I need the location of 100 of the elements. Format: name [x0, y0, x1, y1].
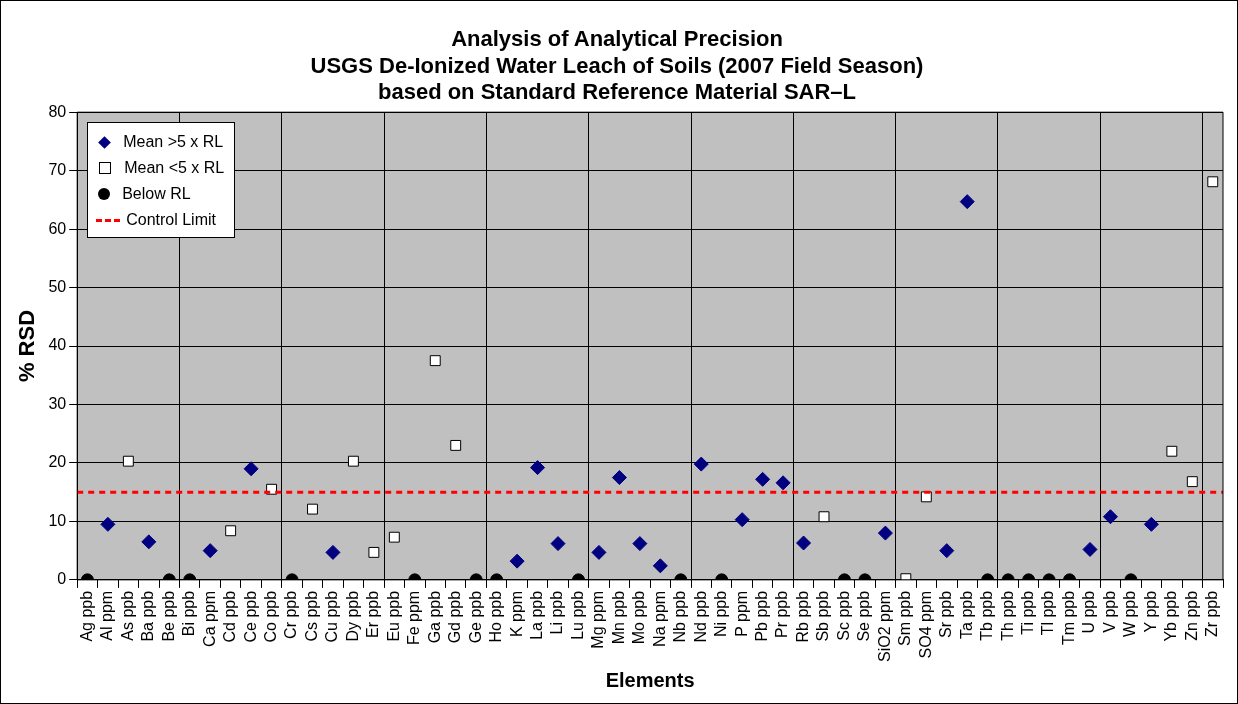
x-tick-label: Er ppb	[364, 590, 382, 638]
point	[693, 456, 709, 472]
point	[652, 558, 668, 574]
x-tick-label: Th ppb	[998, 590, 1016, 641]
x-tick-label: Ca ppm	[200, 590, 218, 647]
legend-label: Mean >5 x RL	[123, 133, 224, 152]
point	[307, 503, 318, 515]
point	[388, 531, 400, 543]
point	[818, 511, 830, 523]
x-tick-label: Gd ppb	[446, 590, 464, 644]
point	[775, 475, 791, 491]
x-tick-label: Cu ppb	[323, 590, 341, 643]
point	[796, 535, 812, 551]
x-tick-label: Sc ppb	[834, 590, 852, 641]
point	[1143, 516, 1159, 532]
x-tick-label: P ppm	[732, 590, 750, 637]
point	[550, 536, 566, 552]
x-tick-label: Tb ppb	[978, 590, 996, 641]
x-tick-label: Lu ppb	[568, 590, 586, 640]
x-tick-label: Zr ppb	[1203, 590, 1221, 638]
point	[141, 534, 157, 550]
point	[611, 470, 627, 486]
point	[734, 512, 750, 528]
x-tick-label: Rb ppb	[793, 590, 811, 643]
x-tick-label: Co ppb	[261, 590, 279, 643]
x-tick-label: Ni ppb	[712, 590, 730, 638]
legend-label: Mean <5 x RL	[124, 159, 225, 178]
x-tick-label: Tm ppb	[1059, 590, 1077, 646]
x-tick-label: Cs ppb	[302, 590, 320, 642]
legend-label: Below RL	[122, 185, 191, 204]
point	[530, 460, 546, 476]
point	[1207, 176, 1219, 188]
point	[325, 544, 341, 560]
point	[877, 525, 893, 541]
x-tick-label: Se ppb	[855, 590, 873, 642]
y-tick-label: 0	[57, 570, 67, 588]
x-tick-label: Mn ppb	[609, 590, 627, 645]
x-tick-label: As ppb	[118, 590, 136, 641]
x-tick-label: Yb ppb	[1162, 590, 1180, 642]
y-tick-label: 50	[48, 277, 67, 295]
x-tick-label: Sr ppb	[937, 590, 955, 638]
x-tick-label: Tl ppb	[1039, 590, 1057, 636]
x-tick-label: Be ppb	[159, 590, 177, 642]
point	[100, 516, 116, 532]
x-tick-label: La ppb	[527, 590, 545, 640]
x-tick-label: Sb ppb	[814, 590, 832, 642]
y-axis-title: % RSD	[14, 309, 40, 383]
x-tick-label: Ti ppb	[1019, 590, 1037, 635]
x-tick-label: Bi ppb	[180, 590, 198, 637]
x-tick-label: Ho ppb	[487, 590, 505, 643]
point	[755, 471, 771, 487]
point	[225, 525, 237, 537]
x-tick-label: Ga ppb	[425, 590, 443, 644]
x-tick-label: V ppb	[1100, 590, 1118, 633]
y-tick-label: 40	[48, 336, 67, 354]
x-tick-label: W ppb	[1121, 590, 1139, 638]
x-tick-label: SiO2 ppm	[875, 590, 893, 662]
x-tick-label: Y ppb	[1141, 590, 1159, 633]
y-tick-label: 20	[48, 453, 67, 471]
x-tick-label: Al ppm	[98, 590, 116, 641]
x-tick-label: Fe ppm	[405, 590, 423, 646]
point	[122, 455, 134, 467]
x-tick-label: Ba ppb	[139, 590, 157, 642]
x-tick-label: Mg ppm	[589, 590, 607, 649]
point	[1186, 476, 1198, 488]
x-tick-label: Sm ppb	[896, 590, 914, 646]
point	[450, 439, 462, 451]
x-tick-label: Ta ppb	[957, 590, 975, 639]
x-tick-label: Cd ppb	[221, 590, 239, 643]
x-tick-label: Na ppm	[650, 590, 668, 647]
x-tick-label: SO4 ppm	[916, 590, 934, 659]
point	[939, 543, 955, 559]
x-tick-label: Pr ppb	[773, 590, 791, 638]
x-axis-title: Elements	[605, 668, 695, 691]
x-tick-label: Cr ppb	[282, 590, 300, 639]
point	[243, 461, 259, 477]
point	[1166, 445, 1178, 457]
point	[509, 553, 525, 569]
x-tick-label: K ppm	[507, 590, 525, 638]
x-tick-label: U ppb	[1080, 590, 1098, 634]
point	[591, 544, 607, 560]
chart-title: Analysis of Analytical Precision USGS De-Ionized Water Leach of Soils (2007 Field Season) based on Standard Reference Material SAR–L	[310, 26, 924, 105]
y-tick-label: 10	[48, 511, 67, 529]
point	[429, 355, 441, 367]
y-tick-label: 60	[48, 219, 67, 237]
x-tick-label: Ge ppb	[466, 590, 484, 644]
point	[368, 546, 380, 558]
x-tick-label: Pb ppb	[753, 590, 771, 642]
point	[347, 455, 359, 467]
y-tick-label: 30	[48, 394, 67, 412]
x-tick-label: Mo ppb	[630, 590, 648, 645]
y-tick-label: 70	[48, 161, 67, 179]
point	[959, 194, 975, 210]
point	[202, 543, 218, 559]
y-tick-label: 80	[48, 102, 67, 120]
x-tick-label: Ag ppb	[77, 590, 95, 642]
x-tick-label: Li ppb	[548, 590, 566, 635]
x-tick-label: Dy ppb	[343, 590, 361, 642]
x-tick-label: Zn ppb	[1182, 590, 1200, 641]
x-tick-label: Ce ppb	[241, 590, 259, 643]
